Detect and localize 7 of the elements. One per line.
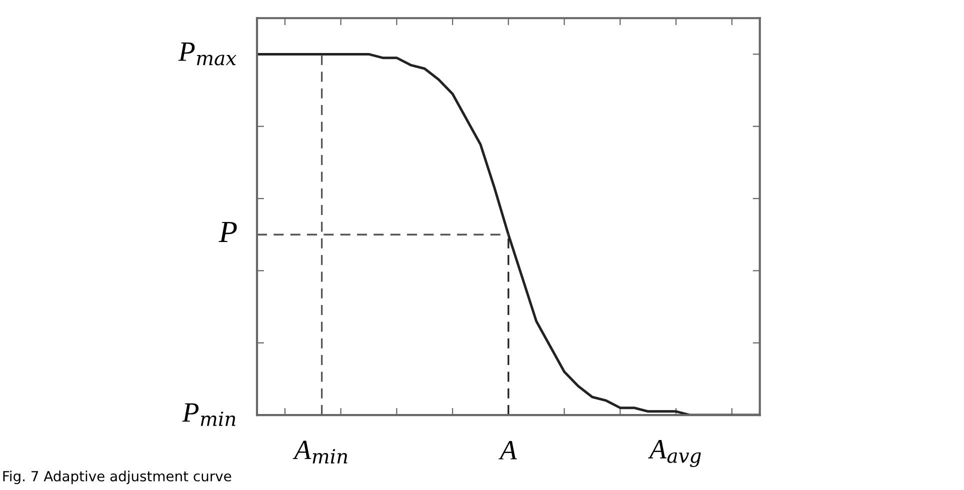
text: A$_{avg}$ (648, 440, 701, 468)
text: P$_{min}$ (182, 403, 236, 426)
ref-line-label: P (218, 222, 237, 242)
text: A$_{min}$ (292, 440, 348, 464)
text: P$_{max}$ (178, 42, 236, 66)
caption: Fig. 7 Adaptive adjustment curve (3, 470, 232, 484)
text: A (498, 440, 517, 460)
